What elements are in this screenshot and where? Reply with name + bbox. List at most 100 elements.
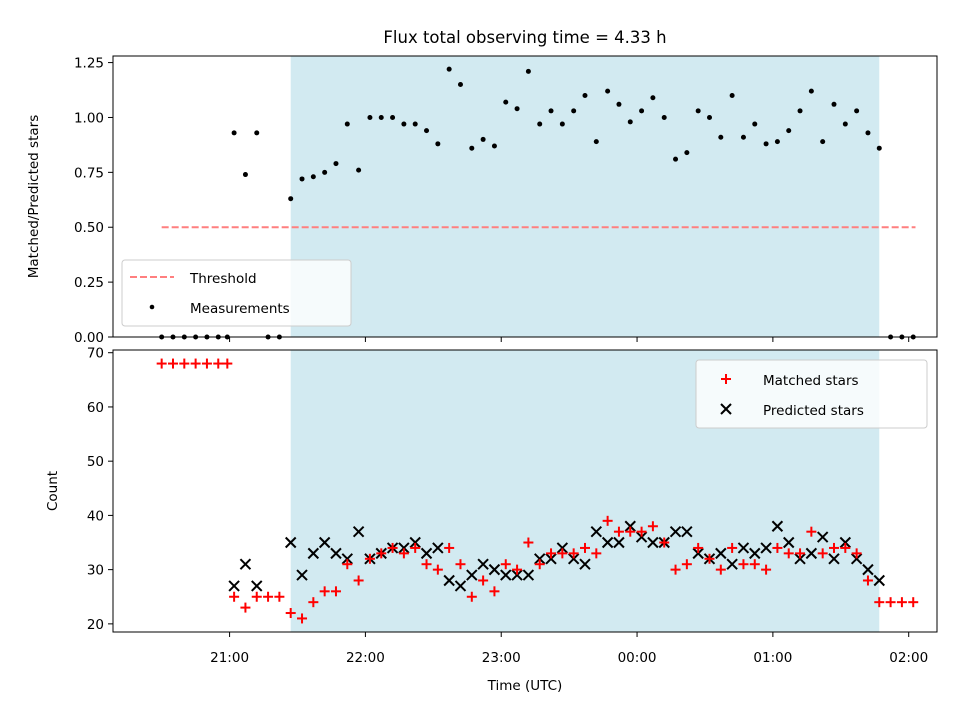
matched-point: [240, 602, 251, 613]
predicted-point: [760, 542, 772, 554]
predicted-point: [647, 536, 659, 549]
measurement-point: [503, 99, 509, 105]
predicted-point: [715, 547, 727, 560]
matched-point: [285, 608, 296, 619]
matched-point: [376, 548, 387, 559]
predicted-point-b: [545, 553, 557, 565]
x-tick-label: 02:00: [889, 650, 928, 666]
matched-point: [670, 564, 681, 575]
predicted-point: [466, 569, 478, 581]
predicted-point: [579, 558, 591, 570]
matched-point: [659, 537, 670, 548]
matched-point: [693, 542, 704, 553]
measurement-point: [299, 176, 305, 182]
predicted-point: [805, 547, 818, 560]
bottom-ytick-label: 50: [87, 454, 104, 470]
matched-point: [319, 586, 330, 597]
measurement-point: [593, 139, 599, 145]
predicted-point: [534, 553, 546, 565]
predicted-point-b: [749, 547, 761, 560]
matched-point: [387, 542, 398, 553]
predicted-point: [420, 547, 433, 560]
matched-point: [478, 575, 489, 586]
matched-point: [749, 559, 760, 570]
measurement-point: [491, 143, 497, 149]
bottom-legend-box: [695, 359, 928, 429]
matched-point: [885, 597, 896, 608]
predicted-point-b: [307, 547, 320, 560]
legend-predicted-swatch: [720, 403, 732, 415]
bottom-ticks-layer: 20 30 40 50 60 70 21:00 22:00 23:00 00:00 01:00 02:…: [87, 346, 928, 666]
legend-matched-swatch: [721, 374, 731, 384]
measurement-point: [865, 130, 871, 136]
predicted-point: [443, 574, 455, 587]
bottom-ytick-label: 30: [87, 563, 104, 579]
matched-point: [308, 597, 319, 608]
top-y-axis-label: Matched/Predicted stars: [26, 115, 42, 278]
predicted-point-b: [454, 580, 467, 592]
predicted-point: [477, 558, 489, 570]
predicted-point-b: [839, 536, 852, 549]
measurement-point: [548, 108, 554, 114]
measurement-point: [616, 101, 622, 107]
measurement-point: [740, 134, 746, 140]
bottom-ytick-label: 40: [87, 508, 104, 524]
matched-point: [432, 564, 443, 575]
matched-point: [761, 564, 772, 575]
predicted-point: [737, 542, 750, 554]
predicted-point: [839, 536, 852, 549]
predicted-point: [545, 553, 557, 565]
measurement-point: [537, 121, 543, 127]
predicted-point: [771, 520, 784, 532]
predicted-point: [624, 520, 636, 532]
matched-point: [806, 526, 817, 537]
measurement-point: [378, 114, 384, 120]
x-tick-label: 01:00: [753, 650, 792, 666]
predicted-point: [749, 547, 761, 560]
legend-predicted-label: Predicted stars: [763, 403, 864, 419]
matched-point: [263, 591, 274, 602]
predicted-point-b: [511, 569, 523, 581]
measurement-point: [639, 108, 645, 114]
matched-point: [364, 553, 375, 564]
predicted-point: [284, 536, 297, 549]
matched-point: [167, 358, 178, 369]
x-tick-label: 00:00: [618, 650, 657, 666]
predicted-point: [783, 536, 795, 549]
measurement-point: [424, 128, 430, 134]
matched-point: [625, 526, 636, 537]
predicted-point-b: [239, 558, 252, 570]
predicted-point-b: [715, 547, 727, 560]
matched-point: [557, 548, 568, 559]
matched-point: [500, 559, 511, 570]
top-observing-span: [290, 56, 880, 337]
top-legend: Threshold Measurements: [121, 259, 352, 327]
predicted-point: [228, 580, 240, 592]
matched-point: [772, 542, 783, 553]
predicted-point-b: [477, 558, 489, 570]
matched-point: [681, 559, 692, 570]
top-series-layer: [159, 66, 916, 340]
predicted-point: [613, 536, 625, 549]
predicted-point: [669, 525, 682, 538]
predicted-point-b: [862, 563, 874, 576]
predicted-point-b: [352, 525, 365, 538]
matched-point: [704, 553, 715, 564]
measurement-point: [718, 134, 724, 140]
measurement-point: [831, 101, 837, 107]
predicted-point-b: [601, 536, 614, 549]
predicted-point: [398, 542, 410, 554]
matched-point: [795, 548, 806, 559]
predicted-point-b: [613, 536, 625, 549]
predicted-point-b: [398, 542, 410, 554]
matched-point: [851, 548, 862, 559]
predicted-point-b: [228, 580, 240, 592]
predicted-point: [511, 569, 523, 581]
matched-point: [398, 548, 409, 559]
bottom-legend: Matched stars Predicted stars: [695, 359, 928, 429]
bottom-ytick-label: 20: [87, 617, 104, 633]
measurement-point: [808, 88, 814, 94]
measurement-point: [729, 93, 735, 99]
chart-title: Flux total observing time = 4.33 h: [383, 28, 666, 47]
